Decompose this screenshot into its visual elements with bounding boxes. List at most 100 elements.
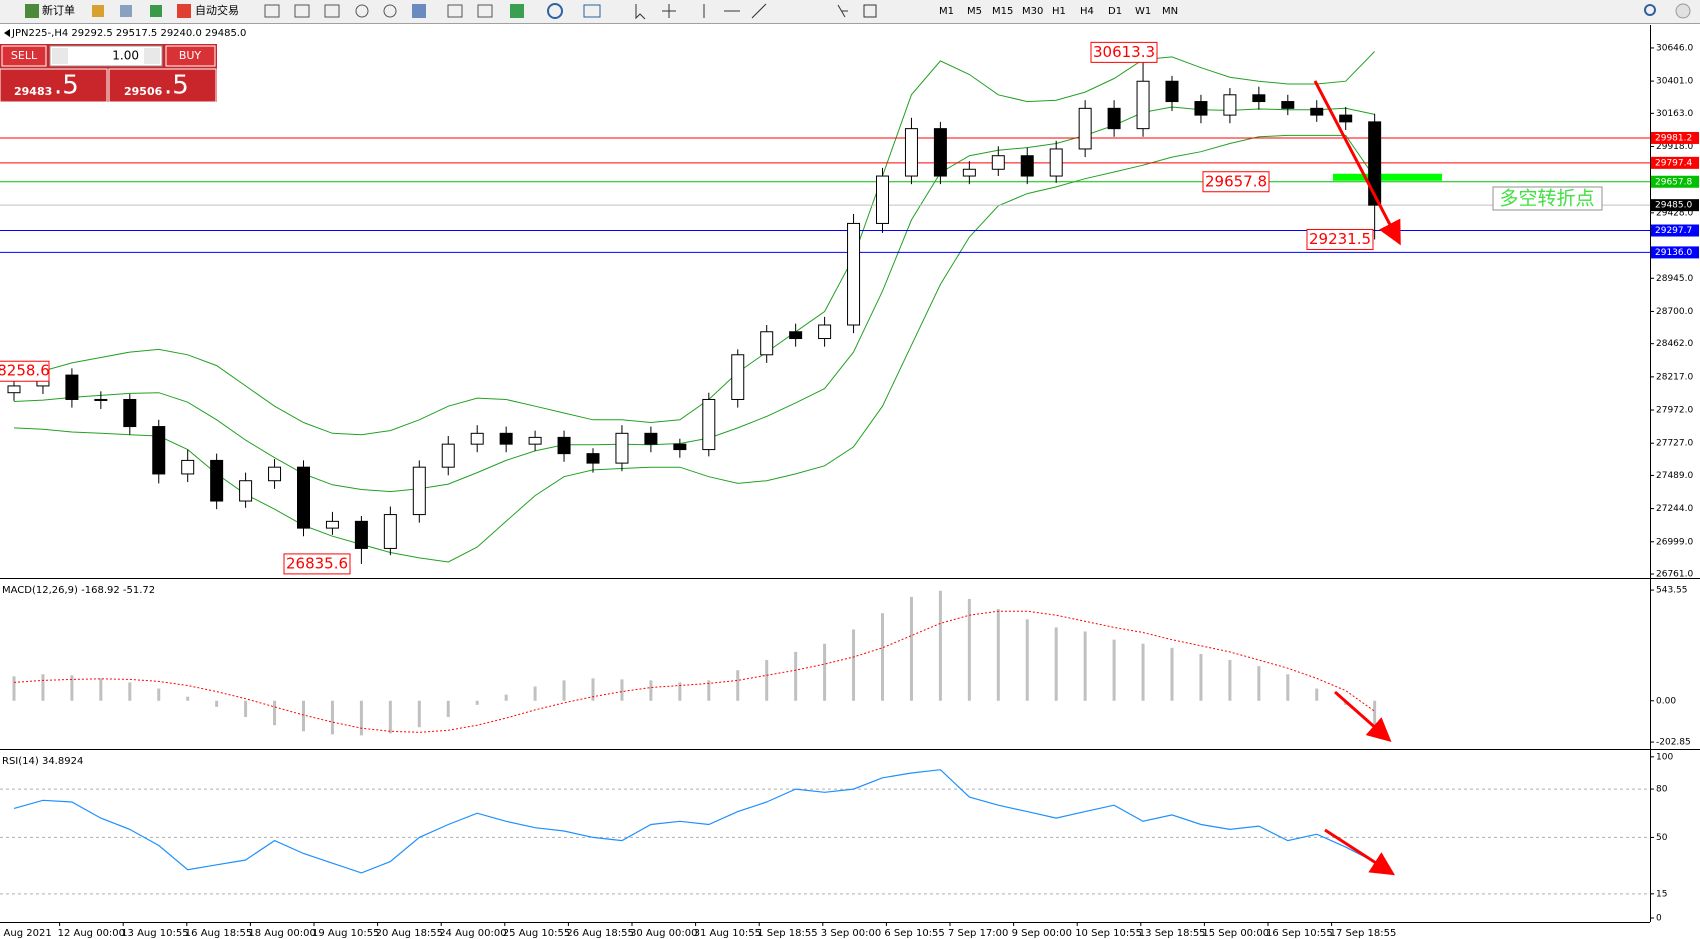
time-label: 20 Aug 18:55 [376,928,443,939]
tool-icon[interactable] [264,4,280,18]
buy-label[interactable]: BUY [179,49,202,62]
search-icon[interactable] [1644,4,1656,16]
candle-body [1049,148,1063,177]
level-tag-label: 29981.2 [1655,133,1692,143]
lot-input[interactable] [49,45,163,67]
timeframe-button[interactable]: M5 [967,6,982,17]
time-label: 18 Aug 00:00 [248,928,315,939]
y-tick-label: 27489.0 [1656,471,1693,481]
trendline-tool[interactable] [751,3,767,19]
text-tool[interactable] [837,4,848,18]
macd-bar [273,700,277,726]
y-tick-label: 27972.0 [1656,406,1693,416]
time-label: 0 Aug 2021 [0,928,52,939]
y-tick-label: -202.85 [1656,738,1691,748]
time-label: 31 Aug 10:55 [694,928,761,939]
macd-title: MACD(12,26,9) -168.92 -51.72 [2,585,155,596]
candle-body [152,426,166,475]
macd-bar [678,682,682,701]
candle-body [1194,101,1208,116]
timeframe-button[interactable]: M1 [939,6,954,17]
macd-bar [388,700,392,734]
price-label: 8258.6 [0,362,50,380]
time-label: 30 Aug 00:00 [630,928,697,939]
timeframe-button[interactable]: W1 [1135,6,1151,17]
y-tick-label: 80 [1656,785,1668,795]
crosshair-tool[interactable] [662,4,676,18]
macd-bar [128,682,132,701]
level-tag-label: 29657.8 [1655,177,1692,187]
lot-down[interactable] [52,48,68,64]
tool-icon[interactable] [447,4,463,18]
new-order-icon[interactable] [25,4,39,18]
y-tick-label: 0.00 [1656,696,1676,706]
bid-box[interactable] [0,68,108,103]
level-tag [1651,175,1699,188]
bid-fraction[interactable]: .5 [54,71,79,101]
zoom-out[interactable] [383,4,397,18]
price-label-box [1090,41,1158,63]
macd-bar [649,680,653,701]
timeframe-button[interactable]: H4 [1080,6,1094,17]
one-click-trading-panel: SELL 1.00 BUY 29483 .5 29506 .5 [0,44,217,103]
timeframe-button[interactable]: H1 [1052,6,1066,17]
ask-price[interactable]: 29506 [124,85,163,98]
new-order-button[interactable]: 新订单 [42,3,75,17]
template-icon[interactable] [583,4,601,18]
buy-button[interactable] [165,45,216,67]
notifications-icon[interactable] [1675,3,1691,19]
lot-value[interactable]: 1.00 [112,49,139,63]
label-tool[interactable] [863,4,877,18]
tool-icon[interactable] [324,4,340,18]
time-label: 16 Sep 10:55 [1266,928,1333,939]
period-icon[interactable] [547,3,563,19]
candle-body [818,324,832,340]
trend-arrow [1313,80,1401,246]
indicator-icon[interactable] [510,4,524,18]
candle-body [1368,121,1382,206]
chart-window [0,25,1700,939]
candle-body [268,466,282,482]
signal-line [13,610,1375,733]
tool-icon[interactable] [477,4,493,18]
cursor-tool[interactable] [635,4,646,20]
candle-body [847,222,861,326]
ask-box[interactable] [108,68,217,103]
toolbar [0,0,1700,24]
timeframe-button[interactable]: M15 [992,6,1013,17]
level-tag-label: 29297.7 [1655,226,1692,236]
timeframe-button[interactable]: M30 [1022,6,1043,17]
sell-label[interactable]: SELL [11,49,38,62]
time-label: 6 Sep 10:55 [884,928,944,939]
toolbar-icon[interactable] [92,5,104,17]
timeframe-button[interactable]: MN [1162,6,1178,17]
macd-bar [446,700,450,718]
time-label: 12 Aug 00:00 [58,928,125,939]
zoom-in[interactable] [355,4,369,18]
bid-price[interactable]: 29483 [14,85,52,98]
ask-fraction[interactable]: .5 [164,71,189,101]
candle-body [354,520,368,549]
auto-trade-button[interactable]: 自动交易 [195,3,239,17]
price-label-box [283,553,351,575]
candle-body [991,155,1005,170]
macd-bar [562,680,566,701]
macd-bar [765,660,769,701]
sell-button[interactable] [1,45,47,67]
tile-icon[interactable] [412,4,426,18]
auto-trade-icon[interactable] [177,4,191,18]
candle-body [933,128,947,177]
candle-body [470,432,484,445]
candle-body [1078,107,1092,150]
y-tick-label: 50 [1656,833,1668,843]
tool-icon[interactable] [294,4,310,18]
y-tick-label: 0 [1656,914,1662,924]
macd-bar [736,670,740,701]
turning-point-bar [1333,173,1442,181]
toolbar-icon[interactable] [150,5,162,17]
lot-up[interactable] [144,48,160,64]
toolbar-icon[interactable] [120,5,132,17]
timeframe-button[interactable]: D1 [1108,6,1122,17]
y-tick-label: 28462.0 [1656,339,1693,349]
